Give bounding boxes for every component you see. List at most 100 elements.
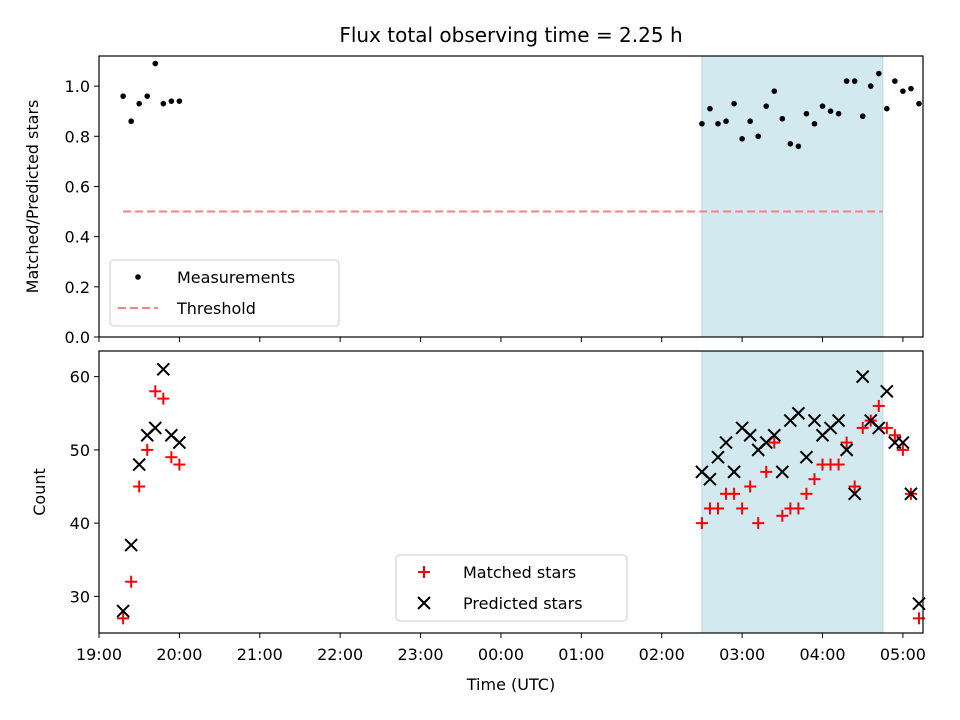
predicted-star-marker [896,435,910,450]
ratio-shaded-region [701,56,883,337]
count-panel: 30 40 50 60 19:00 20:00 21:00 22:00 23:00 00:00 01… [30,350,926,664]
matched-star-marker [808,473,821,486]
measurement-point [811,120,818,127]
marker-stroke [791,406,806,420]
ratio-y-axis-label: Matched/Predicted stars [23,100,42,294]
ratio-ytick-label: 0.0 [65,328,90,347]
matched-star-marker [736,502,749,515]
predicted-star-marker [880,384,894,398]
marker-stroke [116,604,130,618]
matched-star-marker [792,502,805,515]
x-axis-label: Time (UTC) [466,675,555,694]
marker-stroke [156,362,171,377]
ratio-panel: 0.0 0.2 0.4 0.6 0.8 1.0 Matched/Predicted star… [23,55,924,347]
measurement-point [160,100,167,107]
legend-label: Threshold [176,299,256,318]
matched-star-marker [117,612,130,625]
measurement-point [128,118,134,125]
measurement-point [819,103,826,109]
predicted-star-marker [156,362,171,377]
legend-entry: Matched stars [418,563,576,582]
predicted-star-marker [172,435,187,450]
measurement-point [739,135,745,142]
count-xtick-label: 04:00 [799,645,845,664]
legend-entry: Measurements [135,268,295,287]
matched-star-marker [712,502,725,515]
legend-label: Predicted stars [463,594,583,613]
count-ytick-label: 40 [70,514,90,533]
count-axes-frame [98,350,924,634]
measurement-point [715,120,721,127]
measurement-point [120,93,126,99]
matched-star-marker [133,480,146,493]
measurement-point [152,60,159,67]
count-xtick-label: 19:00 [76,645,122,664]
matched-star-marker [752,517,765,530]
matched-star-marker [125,575,138,588]
predicted-star-marker [856,369,870,384]
predicted-star-marker [807,413,822,428]
count-xtick-label: 01:00 [558,645,604,664]
measurement-point [771,88,778,94]
predicted-star-marker [839,443,854,457]
measurement-point [875,70,882,77]
predicted-star-marker [148,421,162,435]
count-y-axis-label: Count [30,468,49,516]
measurement-point [136,100,142,107]
marker-stroke [695,465,709,479]
measurement-point [755,133,761,140]
predicted-star-marker [775,465,790,479]
predicted-star-marker [116,604,130,618]
measurement-point [916,100,922,107]
matched-star-marker [157,392,170,405]
measurement-point [827,108,834,114]
marker-stroke [839,443,854,457]
predicted-star-marker [904,487,918,501]
marker-stroke [775,465,790,479]
marker-stroke [896,435,910,450]
predicted-star-marker [767,428,781,442]
marker-stroke [711,450,725,464]
marker-stroke [703,472,717,486]
ratio-ytick-label: 0.4 [65,228,90,247]
matched-star-marker [832,458,845,471]
measurement-point [859,113,866,120]
legend-entry: Predicted stars [417,594,583,613]
count-ytick-label: 30 [70,587,90,606]
ratio-legend: Measurements Threshold [109,259,340,327]
matched-star-marker [888,429,901,442]
count-xtick-label: 05:00 [880,645,926,664]
count-ytick-label: 60 [70,368,90,387]
measurement-point [707,105,713,112]
legend-marker [135,274,141,280]
ratio-axes-frame [98,55,924,338]
predicted-star-marker [124,538,138,552]
marker-stroke [904,487,918,501]
ratio-ytick-label: 0.2 [65,278,90,297]
predicted-star-marker [132,457,146,472]
legend-label: Matched stars [463,563,576,582]
marker-stroke [172,435,187,450]
legend-marker [417,596,431,610]
measurement-point [723,118,729,125]
matched-star-marker [880,421,893,434]
marker-stroke [847,487,862,501]
matched-star-marker [856,421,869,434]
measurement-point [900,88,906,94]
matched-star-marker [768,436,781,449]
count-ytick-label: 50 [70,441,90,460]
marker-stroke [124,538,138,552]
matched-star-marker [896,443,909,456]
predicted-star-marker [791,406,806,420]
predicted-star-marker [743,428,757,442]
predicted-star-marker [872,421,886,435]
measurement-point [779,115,786,122]
marker-stroke [148,421,162,435]
marker-stroke [132,457,146,472]
measurement-point [731,100,737,107]
measurement-point [851,78,858,84]
predicted-star-marker [799,450,814,464]
matched-star-marker [695,517,708,530]
matched-star-marker [173,458,186,471]
